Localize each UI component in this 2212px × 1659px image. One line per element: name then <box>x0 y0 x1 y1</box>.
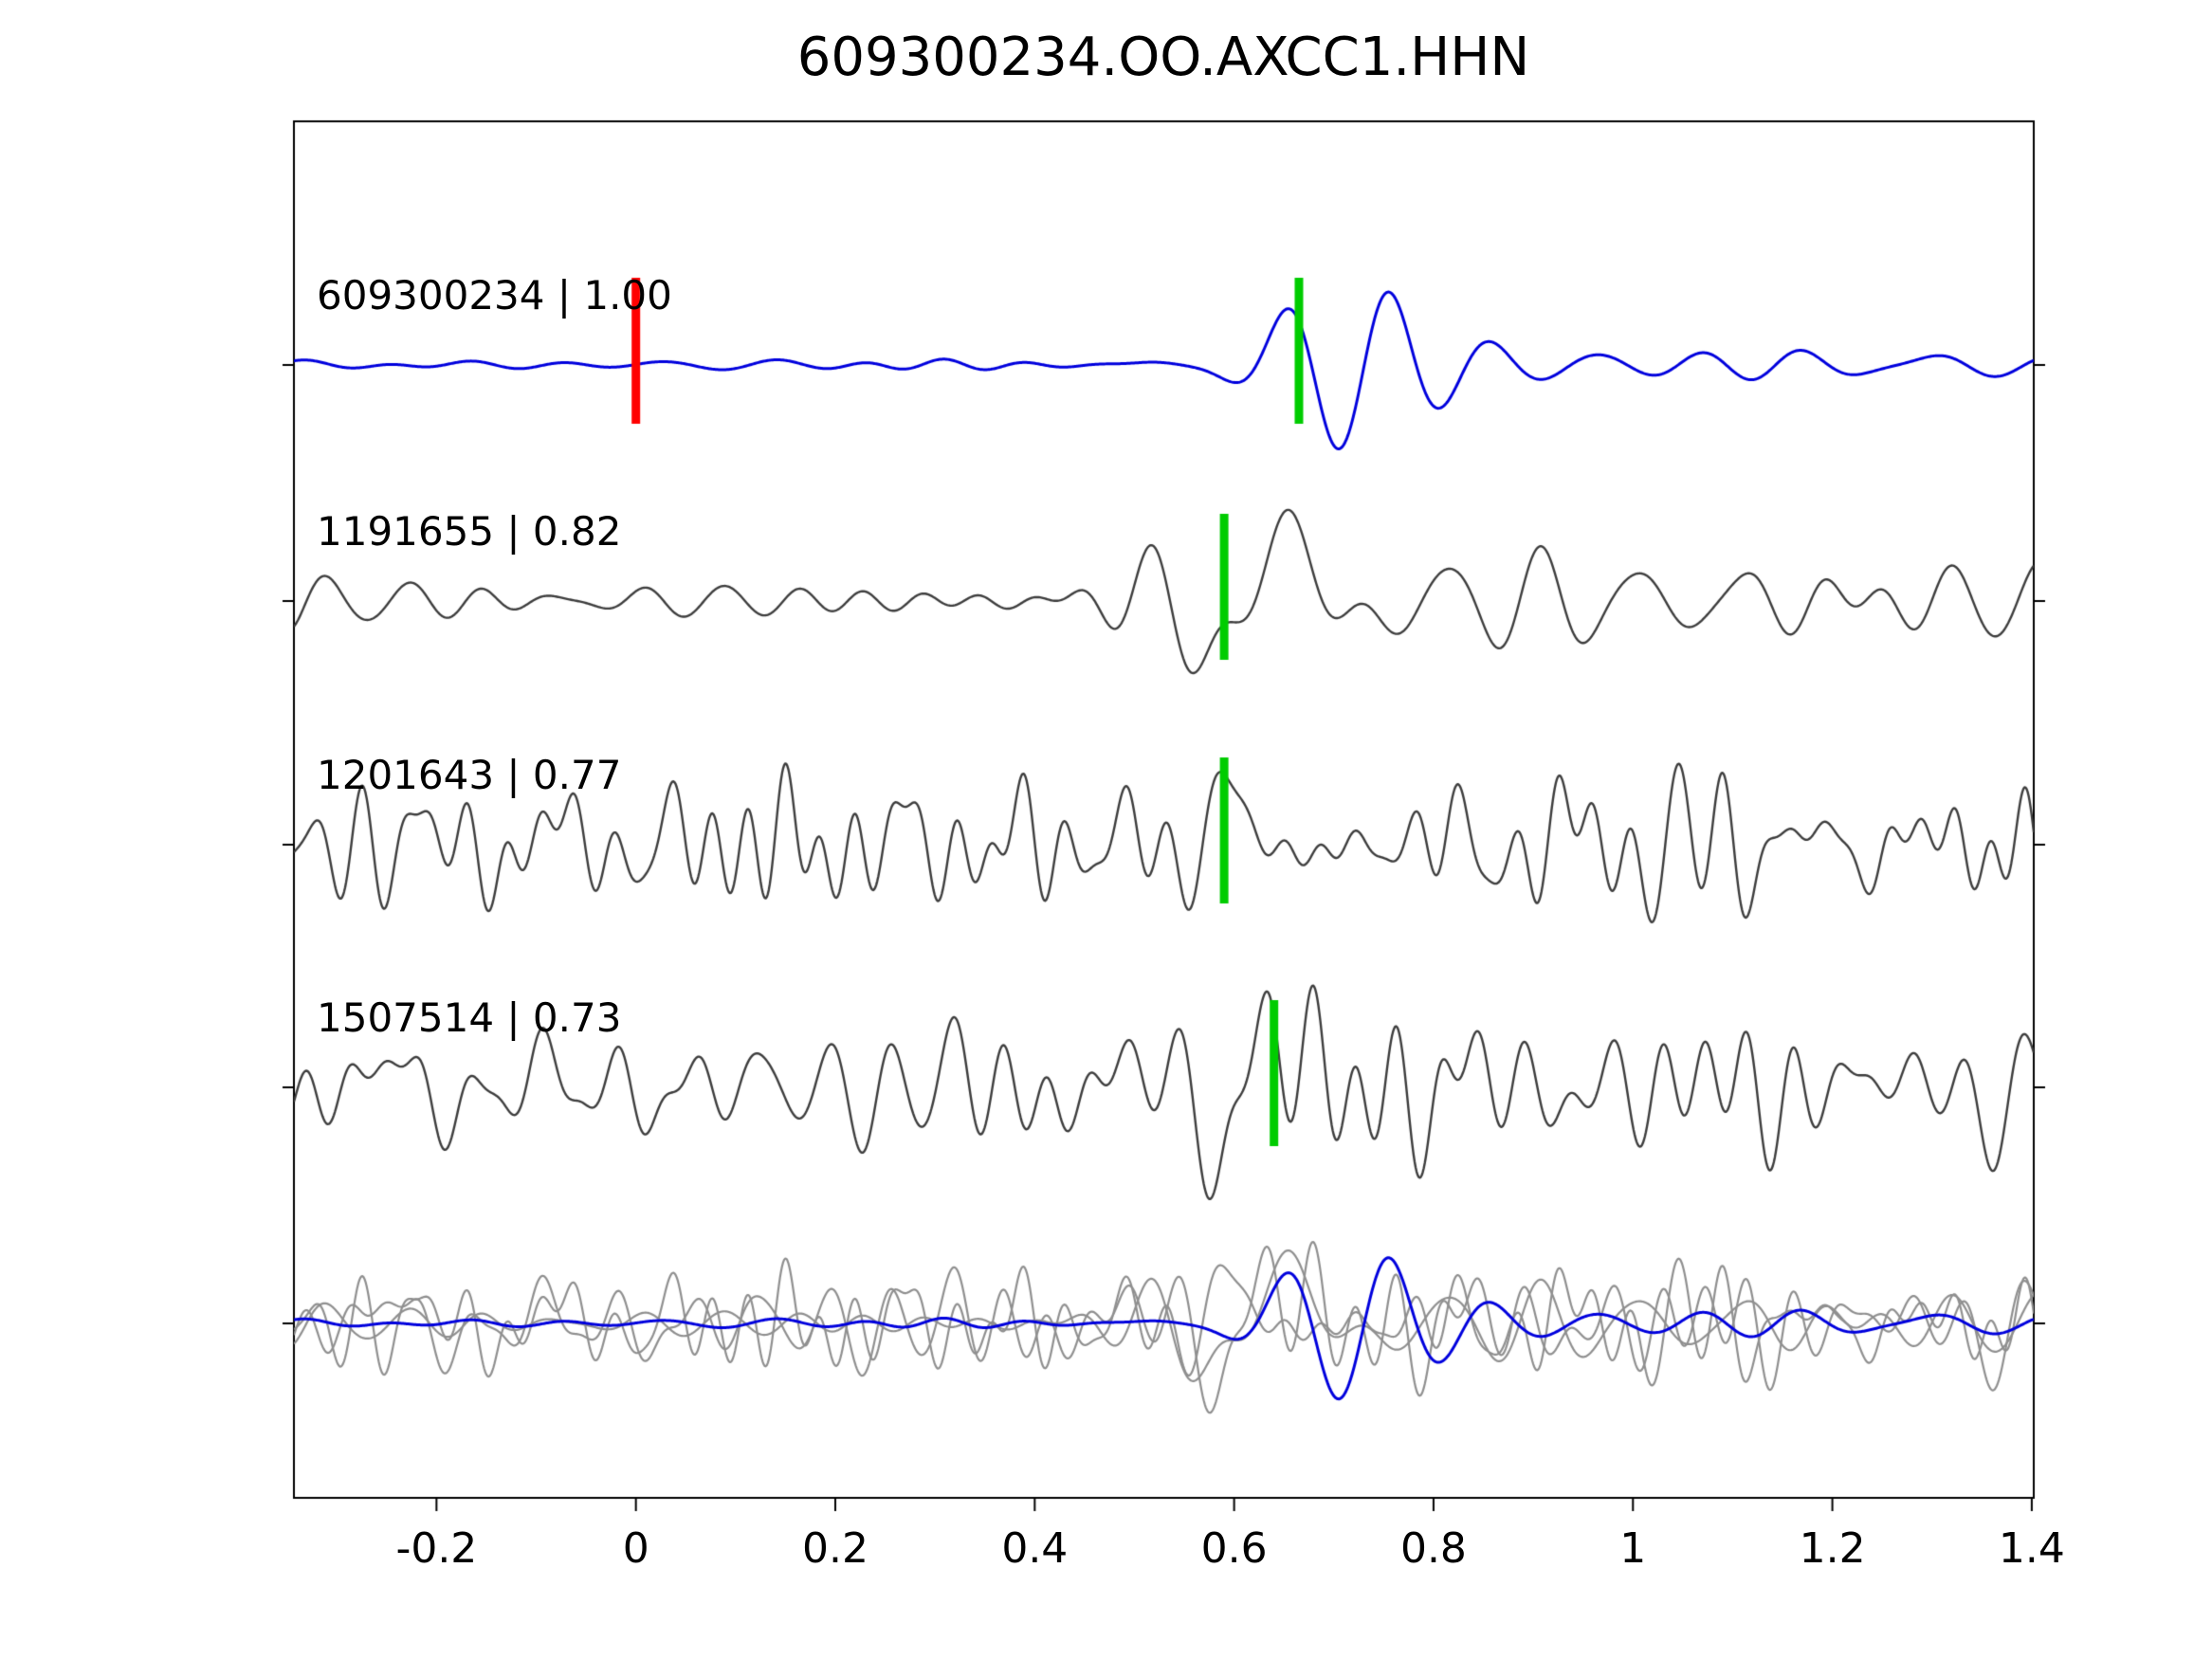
x-tick-label: 0.6 <box>1200 1524 1268 1573</box>
x-tick-label: 1.2 <box>1799 1524 1866 1573</box>
trace-label: 1201643 | 0.77 <box>317 752 622 798</box>
trace-label: 609300234 | 1.00 <box>317 272 672 319</box>
trace-label: 1507514 | 0.73 <box>317 994 622 1041</box>
x-tick-label: 1.4 <box>1998 1524 2065 1573</box>
x-tick-label: 0.2 <box>802 1524 868 1573</box>
x-tick-label: 0.4 <box>1001 1524 1069 1573</box>
x-tick-label: -0.2 <box>395 1524 478 1573</box>
trace-label: 1191655 | 0.82 <box>317 508 622 555</box>
x-tick-label: 0 <box>622 1524 649 1573</box>
x-tick-label: 1 <box>1619 1524 1647 1573</box>
x-tick-label: 0.8 <box>1399 1524 1467 1573</box>
